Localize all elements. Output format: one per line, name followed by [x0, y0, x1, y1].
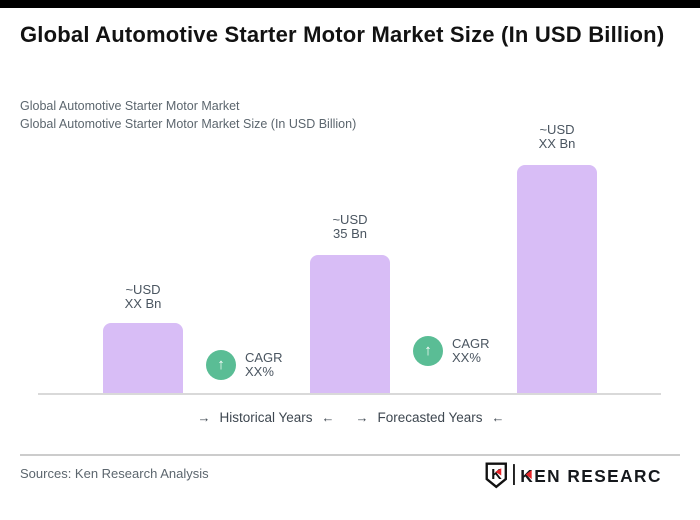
ken-research-logo: K KEN RESEARCH: [485, 462, 662, 489]
sources-text: Sources: Ken Research Analysis: [20, 466, 209, 481]
growth-up-icon: ↑: [206, 350, 236, 380]
logo-text: KEN RESEARCH: [520, 466, 662, 486]
arrow-left-icon: ←: [321, 410, 335, 425]
bar-value-line: ~USD: [332, 212, 368, 227]
cagr-badge-historical: ↑ CAGR XX%: [206, 350, 283, 380]
bar-value-label-3: ~USD XX Bn: [517, 123, 597, 151]
bar-base-year: [310, 255, 390, 395]
bar-value-label-2: ~USD 35 Bn: [310, 213, 390, 241]
subtitle-line-2: Global Automotive Starter Motor Market S…: [20, 117, 357, 131]
arrow-left-icon: ←: [491, 410, 505, 425]
page-title: Global Automotive Starter Motor Market S…: [20, 22, 665, 47]
arrow-right-icon: →: [355, 410, 369, 425]
cagr-value: XX%: [245, 364, 274, 379]
bar-value-line: XX Bn: [124, 296, 162, 311]
up-arrow-glyph: ↑: [424, 341, 432, 359]
bar-value-line: ~USD: [125, 282, 161, 297]
cagr-value: XX%: [452, 350, 481, 365]
cagr-label: CAGR: [452, 335, 490, 351]
top-black-bar: [0, 0, 700, 8]
subtitle-line-1: Global Automotive Starter Motor Market: [20, 99, 240, 113]
axis-segment-forecasted: → Forecasted Years ←: [330, 410, 530, 425]
bar-historical-start: [103, 323, 183, 395]
cagr-badge-forecast: ↑ CAGR XX%: [413, 336, 490, 366]
bar-value-line: XX Bn: [538, 136, 576, 151]
logo-separator: [513, 464, 515, 485]
growth-up-icon: ↑: [413, 336, 443, 366]
logo-shield-letter: K: [491, 467, 502, 483]
axis-segment-label: Forecasted Years: [377, 410, 483, 425]
subtitle: Global Automotive Starter Motor Market G…: [20, 97, 520, 133]
cagr-text: CAGR XX%: [245, 350, 283, 380]
logo-shield-red-triangle: [495, 468, 502, 476]
logo-shield-icon: K: [485, 462, 507, 489]
bar-value-line: ~USD: [539, 122, 575, 137]
x-axis-line: [38, 393, 661, 395]
bar-value-label-1: ~USD XX Bn: [103, 283, 183, 311]
axis-segment-historical: → Historical Years ←: [166, 410, 366, 425]
logo-text-red-triangle: [525, 470, 532, 480]
bar-value-line: 35 Bn: [333, 226, 367, 241]
footer-divider: [20, 454, 680, 456]
bar-forecast-end: [517, 165, 597, 395]
up-arrow-glyph: ↑: [217, 355, 225, 373]
cagr-label: CAGR: [245, 349, 283, 365]
arrow-right-icon: →: [197, 410, 211, 425]
axis-segment-label: Historical Years: [219, 410, 313, 425]
cagr-text: CAGR XX%: [452, 336, 490, 366]
